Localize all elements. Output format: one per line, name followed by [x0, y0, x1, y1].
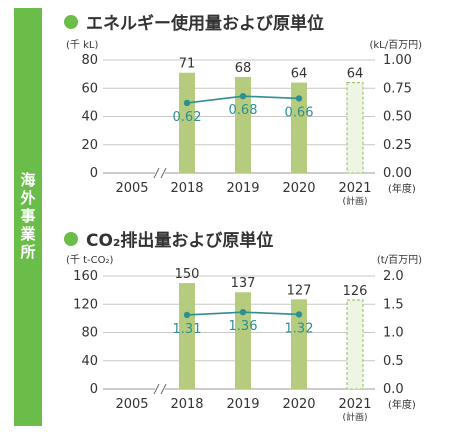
bar [235, 76, 251, 173]
y-tick-label-right: 1.5 [383, 297, 404, 312]
x-tick-label: 2020 [282, 397, 315, 412]
y-axis-unit-left: (千 t-CO₂) [66, 254, 113, 266]
y-tick-label-left: 0 [90, 166, 98, 181]
y-tick-label-right: 0.50 [383, 110, 412, 125]
bar-value-label: 127 [287, 283, 312, 298]
bar-value-label: 126 [343, 284, 368, 299]
axis-break-mark [153, 383, 160, 395]
axis-break-mark [160, 167, 167, 179]
intensity-value-label: 1.31 [173, 322, 202, 337]
bar-value-label: 137 [231, 276, 256, 291]
y-tick-label-right: 2.0 [383, 269, 404, 284]
bar-value-label: 64 [291, 67, 308, 82]
intensity-value-label: 1.36 [229, 319, 258, 334]
bullet-icon [64, 14, 78, 29]
y-tick-label-left: 60 [81, 81, 98, 96]
y-tick-label-right: 0.00 [383, 166, 412, 181]
y-tick-label-left: 80 [81, 326, 98, 341]
y-tick-label-right: 0.0 [383, 382, 404, 397]
intensity-point [295, 95, 303, 102]
bullet-icon [64, 231, 78, 246]
axis-break-mark [160, 383, 167, 395]
bar [235, 292, 251, 389]
intensity-value-label: 0.66 [285, 105, 314, 120]
y-tick-label-right: 0.25 [383, 138, 412, 153]
intensity-point [239, 308, 247, 316]
intensity-point [295, 311, 303, 318]
intensity-value-label: 0.68 [229, 103, 258, 118]
y-axis-unit-left: (千 kL) [66, 39, 98, 51]
y-axis-unit-right: (kL/百万円) [369, 39, 422, 51]
x-tick-label: 2020 [282, 181, 315, 196]
x-tick-label: 2018 [170, 397, 203, 412]
bar-planned [346, 299, 364, 390]
x-tick-label: 2019 [226, 181, 259, 196]
x-tick-sublabel: (計画) [342, 195, 367, 207]
intensity-value-label: 1.32 [285, 321, 314, 336]
y-tick-label-right: 1.0 [383, 326, 404, 341]
x-tick-label: 2018 [170, 181, 203, 196]
x-tick-label: 2019 [226, 397, 259, 412]
co2-chart-title: CO₂排出量および原単位 [86, 231, 274, 251]
bar [291, 82, 307, 173]
x-tick-label: 2021 [338, 397, 371, 412]
intensity-point [183, 99, 191, 107]
x-tick-label: 2021 [338, 181, 371, 196]
intensity-point [239, 92, 247, 100]
y-axis-unit-right: (t/百万円) [377, 254, 422, 266]
x-tick-label: 2005 [115, 397, 148, 412]
y-tick-label-right: 1.00 [383, 53, 412, 68]
x-axis-unit: (年度) [388, 398, 416, 411]
sidebar-label: 海外事業所 [18, 172, 37, 262]
x-axis-unit: (年度) [388, 182, 416, 195]
axis-break-gap [155, 382, 165, 396]
bar-value-label: 64 [347, 67, 364, 82]
y-tick-label-left: 20 [81, 138, 98, 153]
bar-value-label: 150 [175, 267, 200, 282]
intensity-point [183, 311, 191, 319]
bar [179, 283, 195, 389]
y-tick-label-right: 0.5 [383, 354, 404, 369]
axis-break-gap [155, 166, 165, 180]
y-tick-label-left: 40 [81, 354, 98, 369]
sidebar-band: 海外事業所 [14, 8, 42, 426]
y-tick-label-left: 0 [90, 382, 98, 397]
bar-planned [346, 82, 364, 174]
bar-value-label: 68 [235, 61, 252, 76]
x-tick-label: 2005 [115, 181, 148, 196]
intensity-value-label: 0.62 [173, 110, 202, 125]
energy-chart-title: エネルギー使用量および原単位 [86, 14, 324, 34]
y-tick-label-left: 160 [73, 269, 98, 284]
y-tick-label-left: 120 [73, 297, 98, 312]
co2-chart-heading: CO₂排出量および原単位 [64, 226, 273, 251]
energy-chart-heading: エネルギー使用量および原単位 [64, 9, 324, 34]
x-tick-sublabel: (計画) [342, 411, 367, 423]
bar [291, 299, 307, 389]
bar [179, 72, 195, 173]
y-tick-label-left: 40 [81, 110, 98, 125]
y-tick-label-right: 0.75 [383, 81, 412, 96]
y-tick-label-left: 80 [81, 53, 98, 68]
bar-value-label: 71 [179, 57, 196, 72]
axis-break-mark [153, 167, 160, 179]
